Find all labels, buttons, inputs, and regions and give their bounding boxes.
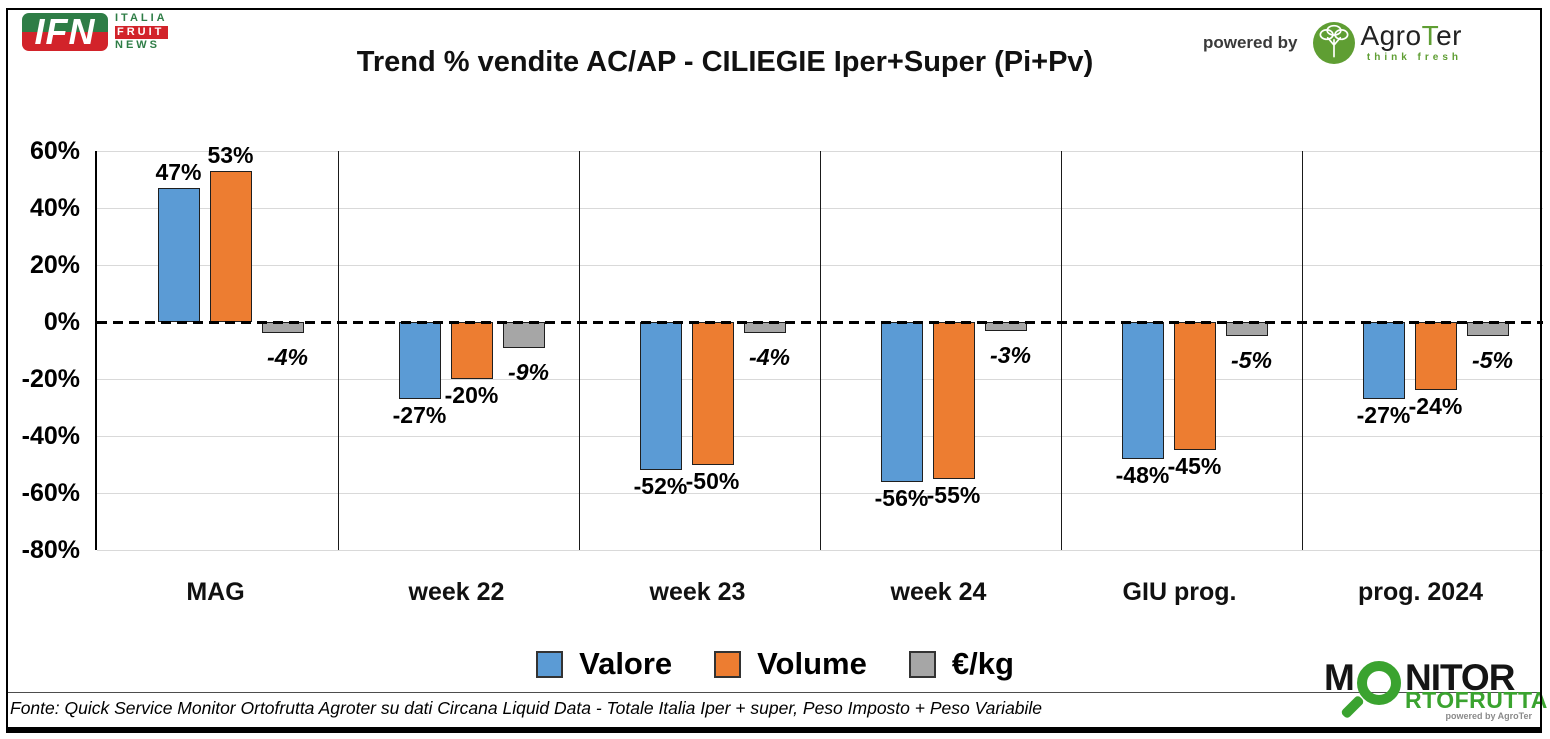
zero-axis-line	[97, 321, 1543, 324]
legend-label-eur-kg: €/kg	[951, 646, 1014, 681]
value-label: -3%	[990, 341, 1031, 368]
monitor-ortofrutta-logo: M NITOR RTOFRUTTA powered by AgroTer	[1324, 657, 1547, 723]
y-tick-label: 40%	[29, 194, 80, 222]
bar-valore-giu-prog	[1121, 322, 1164, 459]
panel-separator	[820, 151, 821, 550]
legend-swatch-volume	[714, 650, 742, 678]
value-label: -4%	[267, 344, 308, 371]
agroter-wordmark: AgroTer think fresh	[1360, 20, 1462, 64]
category-label: week 24	[890, 578, 987, 606]
value-label: -55%	[926, 481, 981, 508]
bar-volume-mag	[209, 170, 252, 322]
ifn-logo-words: ITALIA FRUIT NEWS	[115, 13, 168, 51]
category-label: prog. 2024	[1357, 578, 1484, 606]
agroter-tree-icon	[1313, 22, 1356, 64]
value-label: -27%	[392, 401, 447, 428]
agroter-tagline: think fresh	[1366, 52, 1462, 63]
y-tick-label: 20%	[29, 251, 80, 279]
legend-item-valore: Valore	[536, 646, 672, 682]
legend-label-valore: Valore	[579, 646, 673, 681]
y-tick-label: 60%	[29, 137, 80, 165]
value-label: 53%	[207, 141, 254, 168]
value-label: -45%	[1167, 453, 1222, 480]
powered-by-label: powered by	[1202, 33, 1298, 52]
value-label: -27%	[1356, 401, 1411, 428]
category-label: MAG	[186, 578, 245, 606]
y-tick-label: -80%	[21, 536, 80, 564]
value-label: -50%	[685, 467, 740, 494]
agroter-logo: AgroTer think fresh	[1313, 22, 1462, 64]
legend-swatch-eur-kg	[908, 650, 936, 678]
panel-separator	[579, 151, 580, 550]
bar-valore-mag	[157, 188, 200, 322]
y-tick-label: -20%	[21, 365, 80, 393]
bar-volume-prog-2024	[1414, 322, 1457, 391]
bar-valore-week-24	[880, 322, 923, 482]
legend-item-volume: Volume	[714, 646, 867, 682]
chart-title: Trend % vendite AC/AP - CILIEGIE Iper+Su…	[356, 46, 1094, 78]
powered-by-block: powered by AgroTer think fresh	[1203, 22, 1462, 64]
legend-swatch-valore	[536, 650, 564, 678]
bar-valore-prog-2024	[1362, 322, 1405, 399]
monitor-logo-ortofrutta: RTOFRUTTA	[1405, 687, 1548, 713]
source-note: Fonte: Quick Service Monitor Ortofrutta …	[10, 698, 1043, 718]
value-label: -5%	[1472, 347, 1513, 374]
ifn-word-italia: ITALIA	[115, 12, 168, 24]
category-label: GIU prog.	[1122, 578, 1237, 606]
bar-volume-giu-prog	[1173, 322, 1216, 451]
value-label: -56%	[874, 484, 929, 511]
monitor-logo-m: M	[1324, 657, 1355, 698]
value-label: -48%	[1115, 461, 1170, 488]
plot-area: 47% -27% -52% -56% -48% -27% 53% -20% -50% -55% -4…	[95, 142, 1543, 551]
bar-kg-giu-prog	[1225, 322, 1268, 337]
panel-separator	[1061, 151, 1062, 550]
y-tick-label: -60%	[21, 479, 80, 507]
category-label: week 22	[408, 578, 505, 606]
panel-separator	[1302, 151, 1303, 550]
y-tick-label: -40%	[21, 422, 80, 450]
monitor-logo-nitor: NITOR	[1405, 657, 1515, 698]
panel-separator	[338, 151, 339, 550]
footer-divider	[6, 692, 1542, 693]
bar-kg-prog-2024	[1466, 322, 1509, 337]
bar-volume-week-23	[691, 322, 734, 465]
ifn-word-fruit: FRUIT	[115, 25, 168, 39]
ifn-word-news: NEWS	[115, 39, 160, 51]
agroter-name: AgroTer	[1360, 20, 1462, 51]
legend-label-volume: Volume	[757, 646, 867, 681]
value-label: -5%	[1231, 347, 1272, 374]
bar-volume-week-24	[932, 322, 975, 479]
category-label: week 23	[649, 578, 746, 606]
value-label: -4%	[749, 344, 790, 371]
bar-volume-week-22	[450, 322, 493, 379]
y-tick-label: 0%	[43, 308, 80, 336]
chart-legend: Valore Volume €/kg	[0, 646, 1550, 682]
value-label: -9%	[508, 358, 549, 385]
ifn-logo: IFN ITALIA FRUIT NEWS	[22, 13, 168, 51]
value-label: -52%	[633, 473, 688, 500]
bar-kg-week-22	[502, 322, 545, 348]
ifn-logo-badge: IFN	[22, 13, 108, 51]
value-label: -24%	[1408, 393, 1463, 420]
value-label: 47%	[155, 159, 202, 186]
value-label: -20%	[444, 382, 499, 408]
magnifier-icon	[1357, 661, 1401, 705]
legend-item-eur-kg: €/kg	[908, 646, 1014, 682]
bar-valore-week-23	[639, 322, 682, 471]
monitor-logo-powered-by: powered by AgroTer	[1445, 711, 1532, 721]
gridline	[97, 550, 1543, 551]
